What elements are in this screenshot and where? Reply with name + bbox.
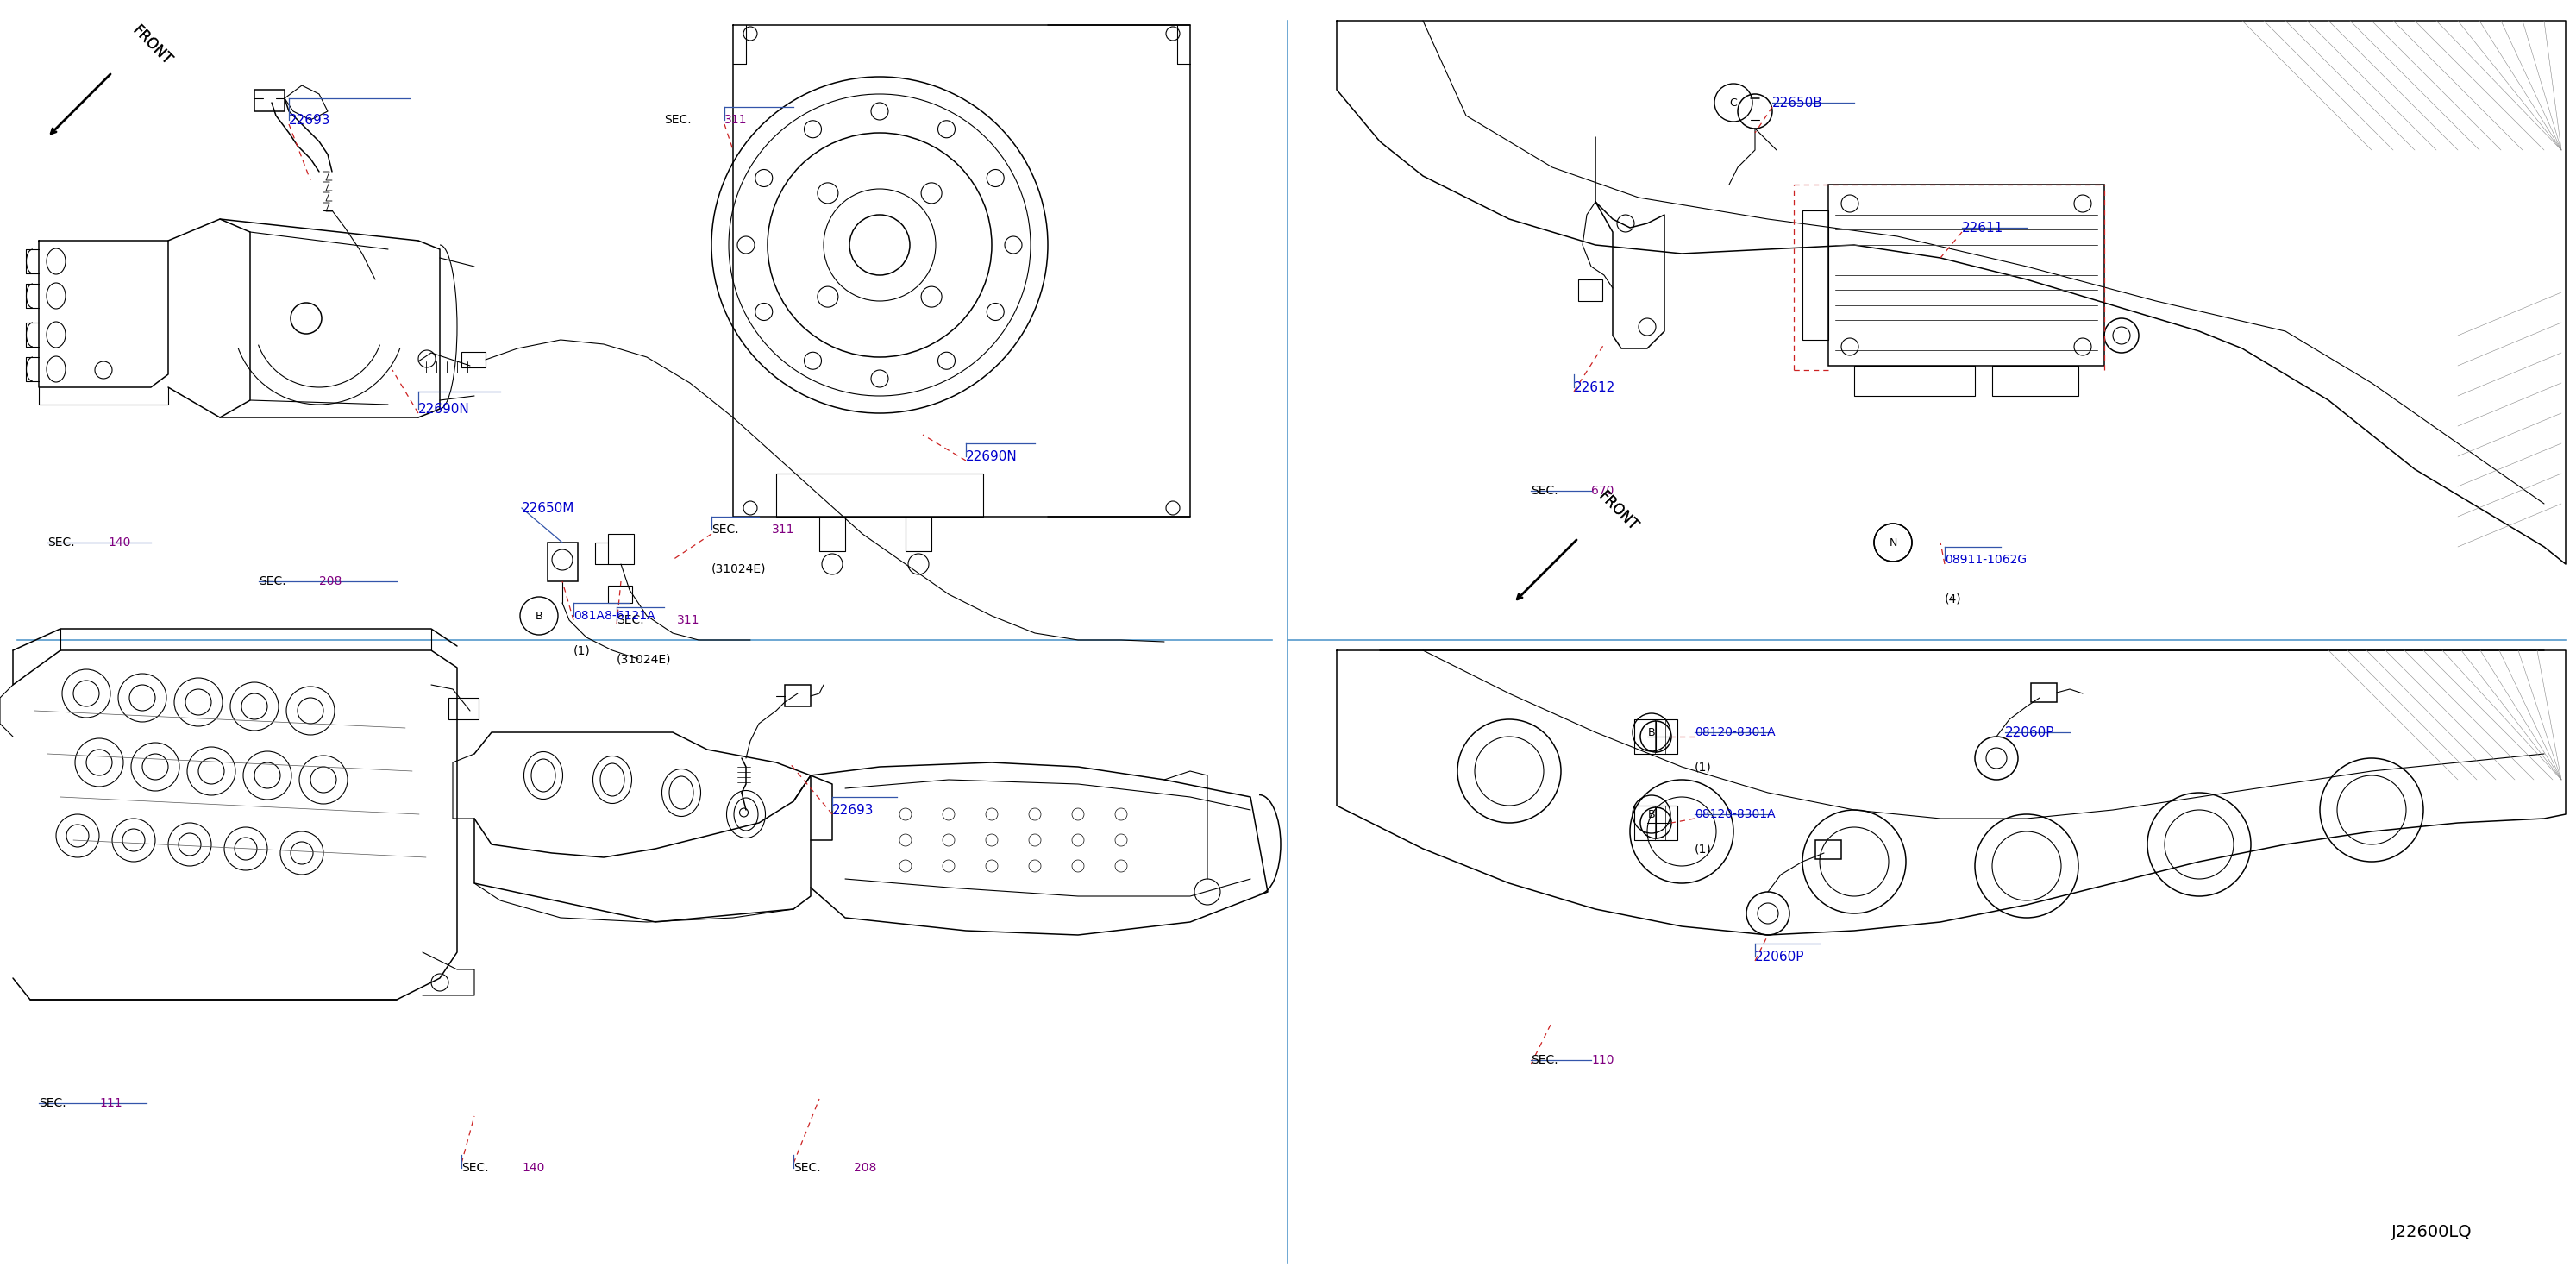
Text: SEC.: SEC. (711, 524, 739, 535)
Text: 08120-8301A: 08120-8301A (1695, 726, 1775, 739)
Text: 22693: 22693 (289, 114, 330, 127)
Text: SEC.: SEC. (665, 114, 690, 125)
Text: B: B (1649, 809, 1656, 819)
Text: 22060P: 22060P (2004, 726, 2056, 739)
Bar (1991, 366, 2079, 396)
Text: 311: 311 (677, 614, 701, 626)
Text: N: N (1888, 536, 1896, 548)
Bar (1579, 279, 1602, 301)
Text: 670: 670 (1592, 485, 1615, 497)
Text: 081A8-6121A: 081A8-6121A (574, 609, 654, 622)
Text: 22650B: 22650B (1772, 96, 1824, 109)
Text: FRONT: FRONT (1595, 488, 1641, 534)
Text: SEC.: SEC. (258, 575, 286, 588)
Text: SEC.: SEC. (461, 1162, 489, 1174)
Bar (2030, 684, 2056, 703)
Text: 110: 110 (1592, 1053, 1615, 1066)
Text: FRONT: FRONT (1595, 488, 1641, 534)
Text: C: C (1728, 97, 1736, 109)
Text: 111: 111 (100, 1097, 121, 1110)
Text: (4): (4) (1945, 593, 1963, 604)
Bar (1816, 840, 1842, 859)
Text: B: B (1649, 727, 1656, 737)
Text: 08911-1062G: 08911-1062G (1945, 554, 2027, 566)
Text: FRONT: FRONT (129, 23, 175, 68)
Text: 08120-8301A: 08120-8301A (1695, 808, 1775, 820)
Text: 22612: 22612 (1574, 381, 1615, 394)
Bar (608, 534, 634, 564)
Text: 140: 140 (108, 536, 131, 549)
Text: 140: 140 (523, 1162, 544, 1174)
Text: 22650M: 22650M (523, 502, 574, 515)
Text: 22611: 22611 (1963, 221, 2004, 234)
Text: (1): (1) (1695, 760, 1710, 773)
Bar (786, 685, 811, 707)
Text: 22690N: 22690N (966, 449, 1018, 463)
Text: 208: 208 (853, 1162, 876, 1174)
Text: (1): (1) (574, 644, 590, 657)
Bar (1803, 210, 1829, 339)
Text: SEC.: SEC. (1530, 1053, 1558, 1066)
Bar (255, 90, 283, 111)
Text: J22600LQ: J22600LQ (2391, 1225, 2473, 1240)
Bar (608, 586, 631, 603)
Bar (1633, 805, 1677, 840)
Text: SEC.: SEC. (39, 1097, 67, 1110)
Text: (1): (1) (1695, 842, 1710, 855)
Text: (31024E): (31024E) (711, 562, 765, 575)
Bar (549, 543, 577, 581)
Bar (448, 698, 479, 719)
Bar (461, 352, 484, 367)
Bar (1855, 366, 1976, 396)
Text: SEC.: SEC. (1530, 485, 1558, 497)
Text: SEC.: SEC. (793, 1162, 822, 1174)
Text: B: B (536, 611, 544, 622)
Text: 311: 311 (773, 524, 796, 535)
Bar (1829, 184, 2105, 366)
Bar (1633, 719, 1677, 754)
Text: SEC.: SEC. (616, 614, 644, 626)
Text: 311: 311 (724, 114, 747, 125)
Text: 22693: 22693 (832, 804, 873, 817)
Text: 22690N: 22690N (417, 402, 469, 415)
Text: 208: 208 (319, 575, 343, 588)
Text: SEC.: SEC. (46, 536, 75, 549)
Bar (775, 474, 984, 517)
Text: (31024E): (31024E) (616, 653, 672, 666)
Text: FRONT: FRONT (129, 23, 175, 68)
Text: 22060P: 22060P (1754, 950, 1806, 963)
